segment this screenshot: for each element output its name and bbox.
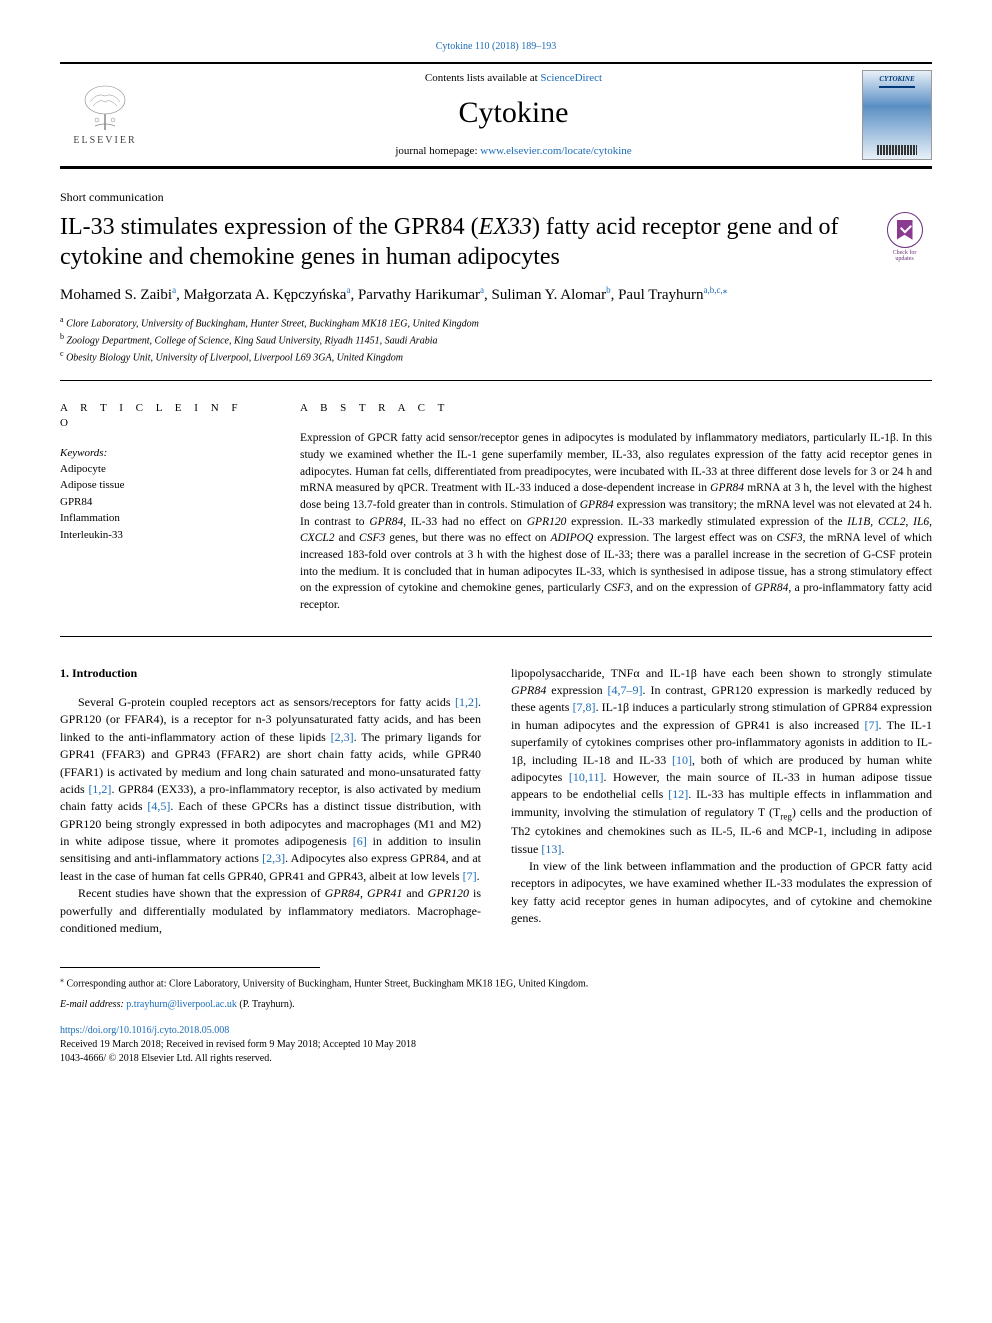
divider: [60, 636, 932, 637]
ref-link[interactable]: [4,7–9]: [608, 683, 643, 697]
cover-barcode-icon: [877, 145, 917, 155]
ref-link[interactable]: [6]: [353, 834, 367, 848]
footnote-rule: [60, 967, 320, 968]
sciencedirect-link[interactable]: ScienceDirect: [540, 72, 602, 84]
corresponding-author-footnote: ⁎ Corresponding author at: Clore Laborat…: [60, 974, 932, 991]
abstract: A B S T R A C T Expression of GPCR fatty…: [300, 401, 932, 614]
abstract-text: Expression of GPCR fatty acid sensor/rec…: [300, 430, 932, 613]
info-abstract-row: A R T I C L E I N F O Keywords: Adipocyt…: [60, 401, 932, 614]
ref-link[interactable]: [2,3]: [262, 851, 285, 865]
ref-link[interactable]: [10,11]: [569, 770, 604, 784]
ref-link[interactable]: [7]: [463, 869, 477, 883]
contents-prefix: Contents lists available at: [425, 72, 540, 84]
title-pre: IL-33 stimulates expression of the GPR84…: [60, 214, 479, 240]
intro-p2: Recent studies have shown that the expre…: [60, 885, 481, 937]
article-info-heading: A R T I C L E I N F O: [60, 401, 260, 432]
journal-name: Cytokine: [165, 92, 862, 134]
authors: Mohamed S. Zaibia, Małgorzata A. Kępczyń…: [60, 284, 932, 306]
intro-heading: 1. Introduction: [60, 665, 481, 682]
affiliations: a Clore Laboratory, University of Buckin…: [60, 314, 932, 366]
journal-homepage: journal homepage: www.elsevier.com/locat…: [165, 144, 862, 159]
keywords-list: AdipocyteAdipose tissueGPR84Inflammation…: [60, 461, 260, 544]
body-column-left: 1. Introduction Several G-protein couple…: [60, 665, 481, 938]
ref-link[interactable]: [12]: [668, 787, 688, 801]
ref-link[interactable]: [2,3]: [331, 730, 354, 744]
cover-title: CYTOKINE: [879, 75, 914, 88]
homepage-prefix: journal homepage:: [395, 145, 480, 157]
body-columns: 1. Introduction Several G-protein couple…: [60, 665, 932, 938]
keywords-label: Keywords:: [60, 446, 260, 461]
homepage-link[interactable]: www.elsevier.com/locate/cytokine: [480, 145, 631, 157]
doi-link[interactable]: https://doi.org/10.1016/j.cyto.2018.05.0…: [60, 1025, 229, 1036]
contents-available: Contents lists available at ScienceDirec…: [165, 71, 862, 86]
bookmark-icon: [897, 220, 913, 240]
header-center: Contents lists available at ScienceDirec…: [165, 71, 862, 160]
title-row: IL-33 stimulates expression of the GPR84…: [60, 212, 932, 272]
article-type: Short communication: [60, 189, 932, 206]
ref-link[interactable]: [1,2]: [88, 782, 111, 796]
check-for-updates-badge[interactable]: Check forupdates: [877, 212, 932, 267]
ref-link[interactable]: [4,5]: [147, 799, 170, 813]
divider: [60, 380, 932, 381]
col2-p1: lipopolysaccharide, TNFα and IL-1β have …: [511, 665, 932, 858]
body-column-right: lipopolysaccharide, TNFα and IL-1β have …: [511, 665, 932, 938]
article-info: A R T I C L E I N F O Keywords: Adipocyt…: [60, 401, 260, 614]
title-italic: EX33: [479, 214, 532, 240]
elsevier-logo: ELSEVIER: [60, 70, 150, 160]
ref-link[interactable]: [7]: [865, 718, 879, 732]
check-updates-label: Check forupdates: [893, 250, 917, 263]
elsevier-label: ELSEVIER: [73, 134, 136, 148]
check-updates-circle-icon: [887, 212, 923, 248]
top-citation: Cytokine 110 (2018) 189–193: [60, 40, 932, 54]
received-dates: Received 19 March 2018; Received in revi…: [60, 1039, 416, 1050]
ref-link[interactable]: [13]: [541, 842, 561, 856]
intro-p1: Several G-protein coupled receptors act …: [60, 694, 481, 885]
top-citation-link[interactable]: Cytokine 110 (2018) 189–193: [436, 41, 556, 52]
journal-cover-thumbnail: CYTOKINE: [862, 70, 932, 160]
email-link[interactable]: p.trayhurn@liverpool.ac.uk: [126, 999, 237, 1010]
email-footnote: E-mail address: p.trayhurn@liverpool.ac.…: [60, 998, 932, 1012]
ref-link[interactable]: [1,2]: [455, 695, 478, 709]
abstract-heading: A B S T R A C T: [300, 401, 932, 416]
doi-block: https://doi.org/10.1016/j.cyto.2018.05.0…: [60, 1024, 932, 1066]
journal-header: ELSEVIER Contents lists available at Sci…: [60, 62, 932, 169]
ref-link[interactable]: [10]: [672, 753, 692, 767]
ref-link[interactable]: [7,8]: [573, 700, 596, 714]
col2-p2: In view of the link between inflammation…: [511, 858, 932, 928]
copyright: 1043-4666/ © 2018 Elsevier Ltd. All righ…: [60, 1053, 272, 1064]
elsevier-tree-icon: [75, 82, 135, 132]
article-title: IL-33 stimulates expression of the GPR84…: [60, 212, 862, 272]
